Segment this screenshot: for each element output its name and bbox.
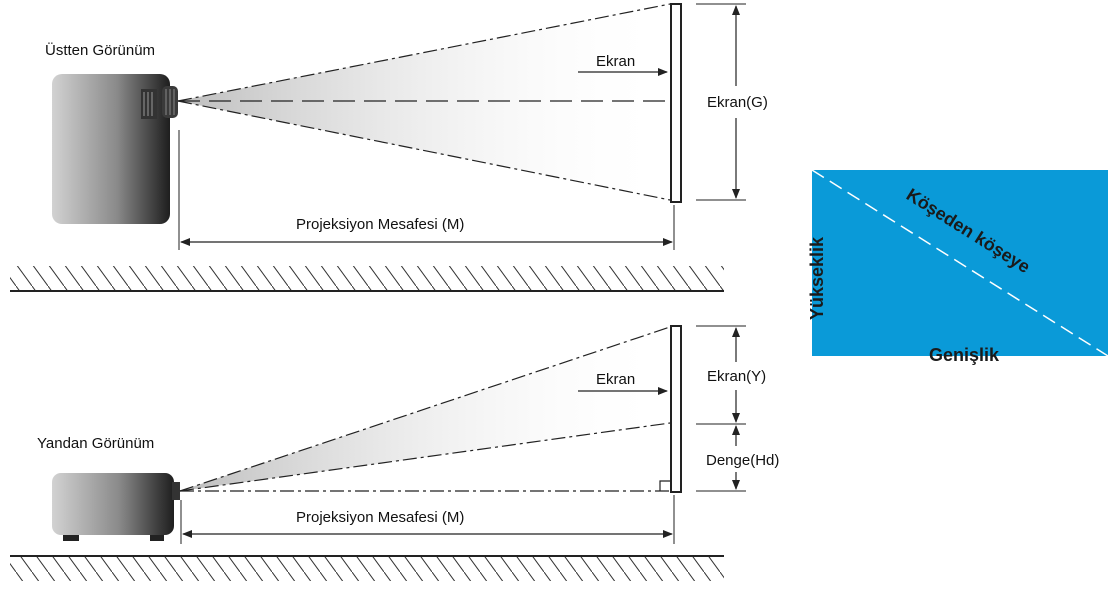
diagonal-line xyxy=(811,169,1109,357)
top-distance-label: Projeksiyon Mesafesi (M) xyxy=(296,216,464,233)
side-beam-edge-lower xyxy=(179,422,671,492)
top-screen-label: Ekran xyxy=(596,53,635,70)
top-ground-hatch xyxy=(10,266,724,290)
side-projector xyxy=(52,473,180,541)
side-view: Yandan Görünüm Ekran Ekran(Y) xyxy=(10,325,779,581)
top-screen xyxy=(670,3,682,203)
top-beam-edge-upper xyxy=(177,3,671,102)
top-view-title: Üstten Görünüm xyxy=(45,41,155,59)
side-screen-height-label: Ekran(Y) xyxy=(707,368,766,385)
top-beam xyxy=(178,4,670,200)
side-right-angle xyxy=(659,480,670,491)
side-distance-label: Projeksiyon Mesafesi (M) xyxy=(296,509,464,526)
height-label: Yükseklik xyxy=(807,236,827,320)
side-offset-label: Denge(Hd) xyxy=(706,452,779,469)
top-screen-height-label: Ekran(G) xyxy=(707,94,768,111)
side-beam-edge-upper xyxy=(179,326,671,492)
side-ground-hatch xyxy=(10,557,724,581)
side-view-title: Yandan Görünüm xyxy=(37,435,154,452)
width-label: Genişlik xyxy=(929,345,1000,365)
top-projector xyxy=(52,74,178,224)
top-beam-edge-lower xyxy=(177,100,671,201)
side-screen-label: Ekran xyxy=(596,371,635,388)
screen-size-diagram: Köşeden köşeye Genişlik Yükseklik xyxy=(807,169,1109,365)
top-view: Üstten Görünüm Ekran Ekran(G) xyxy=(10,3,768,292)
side-screen xyxy=(670,325,682,493)
